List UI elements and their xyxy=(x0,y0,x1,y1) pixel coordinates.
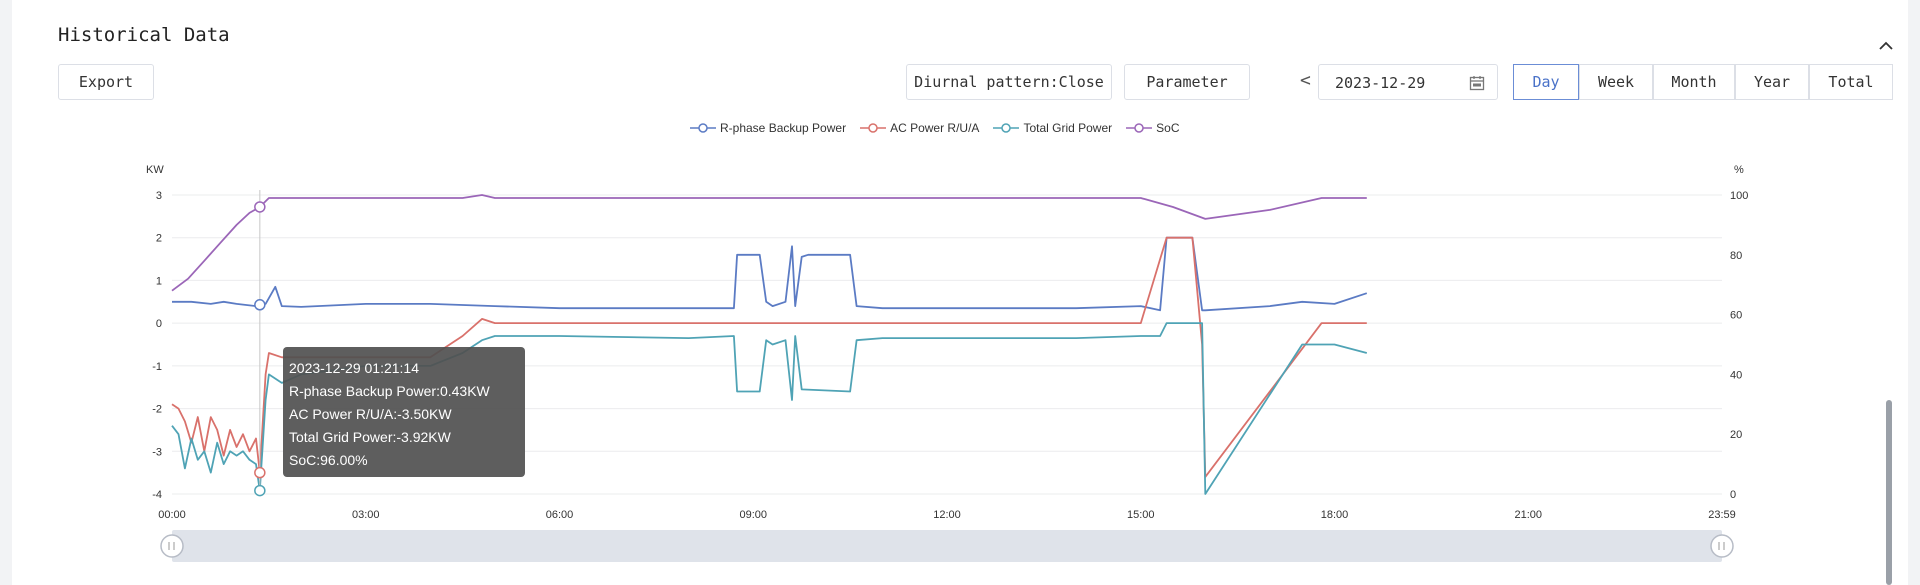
y-tick-right: 0 xyxy=(1730,489,1736,501)
zoom-handle[interactable] xyxy=(160,534,184,558)
y-tick-left: 0 xyxy=(156,318,162,330)
x-tick-label: 03:00 xyxy=(352,509,380,521)
tooltip-grid: Total Grid Power:-3.92KW xyxy=(289,429,451,445)
period-tab-week[interactable]: Week xyxy=(1579,64,1653,100)
page-title: Historical Data xyxy=(58,24,230,46)
legend-marker-soc xyxy=(1126,123,1153,133)
chart-legend: R-phase Backup Power AC Power R/U/A Tota… xyxy=(690,118,1193,138)
y-tick-left: 2 xyxy=(156,233,162,245)
tooltip-time: 2023-12-29 01:21:14 xyxy=(289,360,419,376)
legend-label-soc: SoC xyxy=(1156,121,1180,135)
x-tick-label: 06:00 xyxy=(546,509,574,521)
x-tick-label: 21:00 xyxy=(1514,509,1542,521)
legend-item-backup[interactable]: R-phase Backup Power xyxy=(690,121,846,135)
series-line-0 xyxy=(172,236,1368,312)
period-tab-day[interactable]: Day xyxy=(1513,64,1579,100)
period-tab-total[interactable]: Total xyxy=(1809,64,1893,100)
chevron-up-icon[interactable] xyxy=(1876,36,1896,56)
hover-point-3 xyxy=(254,201,266,213)
tooltip-ac: AC Power R/U/A:-3.50KW xyxy=(289,406,452,422)
x-tick-label: 18:00 xyxy=(1321,509,1349,521)
y-tick-right: 40 xyxy=(1730,369,1742,381)
zoom-slider-track xyxy=(172,530,1722,562)
legend-item-ac[interactable]: AC Power R/U/A xyxy=(860,121,979,135)
period-tab-year[interactable]: Year xyxy=(1735,64,1809,100)
hover-point-2 xyxy=(254,484,266,497)
date-picker[interactable]: 2023-12-29 xyxy=(1318,64,1498,100)
legend-marker-backup xyxy=(690,123,716,133)
series-line-3 xyxy=(171,194,1367,292)
calendar-icon xyxy=(1469,76,1485,91)
legend-item-grid[interactable]: Total Grid Power xyxy=(993,121,1112,135)
tooltip-backup: R-phase Backup Power:0.43KW xyxy=(289,383,490,399)
y-axis-label-left: KW xyxy=(146,164,164,176)
page-scrollbar[interactable] xyxy=(1886,400,1892,585)
y-axis-label-right: % xyxy=(1734,164,1744,176)
y-tick-left: -2 xyxy=(152,404,162,416)
diurnal-pattern-button[interactable]: Diurnal pattern:Close xyxy=(906,64,1112,100)
legend-marker-grid xyxy=(993,123,1020,133)
hover-point-0 xyxy=(254,299,266,311)
export-button[interactable]: Export xyxy=(58,64,154,100)
x-tick-label: 09:00 xyxy=(739,509,767,521)
legend-marker-ac xyxy=(860,123,887,133)
y-tick-right: 60 xyxy=(1730,310,1742,322)
y-tick-right: 100 xyxy=(1730,190,1748,202)
legend-item-soc[interactable]: SoC xyxy=(1126,121,1179,135)
y-tick-left: -4 xyxy=(152,489,162,501)
y-tick-left: -1 xyxy=(152,361,162,373)
hover-point-1 xyxy=(254,466,266,479)
date-value: 2023-12-29 xyxy=(1335,74,1426,92)
x-tick-label: 12:00 xyxy=(933,509,961,521)
legend-label-grid: Total Grid Power xyxy=(1023,121,1113,135)
x-tick-label: 00:00 xyxy=(158,509,186,521)
x-tick-label: 15:00 xyxy=(1127,509,1155,521)
y-tick-right: 80 xyxy=(1730,250,1742,262)
legend-label-backup: R-phase Backup Power xyxy=(720,121,847,135)
zoom-handle[interactable] xyxy=(1710,534,1734,558)
series-line-2 xyxy=(171,322,1368,495)
legend-label-ac: AC Power R/U/A xyxy=(890,121,980,135)
y-tick-left: 1 xyxy=(156,275,162,287)
parameter-button[interactable]: Parameter xyxy=(1124,64,1250,100)
previous-date-button[interactable]: < xyxy=(1300,70,1311,91)
period-tab-month[interactable]: Month xyxy=(1653,64,1735,100)
tooltip-soc: SoC:96.00% xyxy=(289,452,368,468)
historical-data-panel: Historical Data Export Diurnal pattern:C… xyxy=(12,0,1908,585)
y-tick-right: 20 xyxy=(1730,429,1742,441)
series-line-1 xyxy=(171,236,1367,478)
x-tick-label: 23:59 xyxy=(1708,509,1736,521)
y-tick-left: -3 xyxy=(152,446,162,458)
chart-tooltip: 2023-12-29 01:21:14 R-phase Backup Power… xyxy=(283,347,525,477)
y-tick-left: 3 xyxy=(156,190,162,202)
